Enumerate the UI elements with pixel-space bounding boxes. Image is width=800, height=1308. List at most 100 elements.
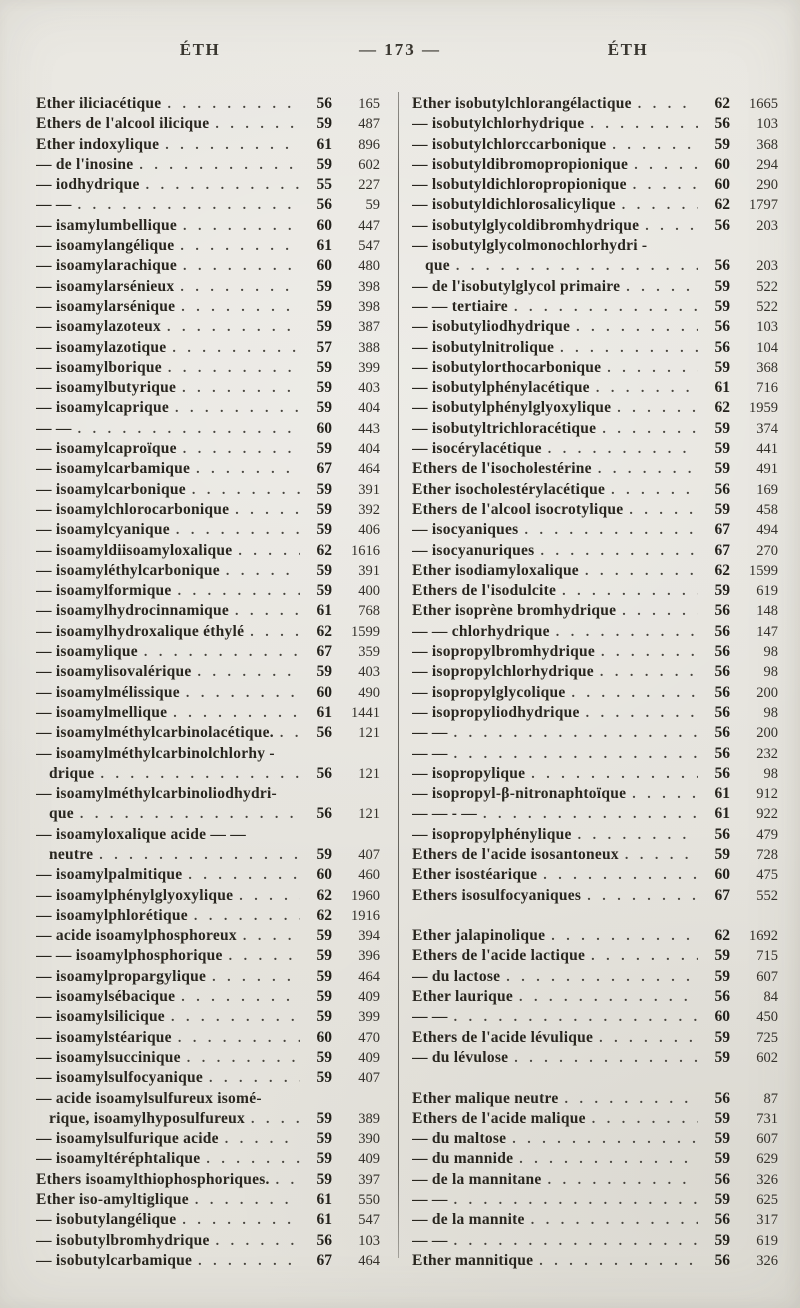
section-spacer xyxy=(412,1069,778,1089)
index-entry-row: — isoamylsilicique 59 399 xyxy=(36,1008,380,1028)
entry-volume-number: 59 xyxy=(714,1231,731,1249)
index-entry-row: Ether indoxylique 61 896 xyxy=(36,136,380,156)
entry-name: — isoamyldiisoamyloxalique xyxy=(36,541,233,559)
dot-leader xyxy=(566,686,698,702)
entry-volume-number: 59 xyxy=(316,1008,333,1026)
dot-leader xyxy=(626,787,698,803)
entry-name: — isobutylchlorhydrique xyxy=(412,115,585,133)
entry-volume-number: 59 xyxy=(316,561,333,579)
index-entry-row: Ethers de l'isodulcite 59 619 xyxy=(412,582,778,602)
entry-volume-number: 59 xyxy=(714,1048,731,1066)
entry-column-number: 479 xyxy=(756,826,778,843)
index-entry-row: — isoamylcarbamique 67 464 xyxy=(36,460,380,480)
index-entry-row: — isoamylstéarique 60 470 xyxy=(36,1029,380,1049)
entry-volume-number: 62 xyxy=(714,927,731,945)
entry-name: — lsobutyldichloropropionique xyxy=(412,176,627,194)
entry-name: — isoamylarachique xyxy=(36,257,177,275)
entry-name: — isocyanuriques xyxy=(412,541,535,559)
entry-name: Ethers de l'acide malique xyxy=(412,1109,586,1127)
entry-name: Ether iliciacétique xyxy=(36,95,162,112)
dot-leader xyxy=(623,503,698,519)
entry-volume-number: 56 xyxy=(714,318,731,336)
index-entry-row: — isoamylhydroxalique éthylé 62 1599 xyxy=(36,623,380,643)
entry-name: Ethers de l'alcool isocrotylique xyxy=(412,500,624,518)
entry-column-number: 464 xyxy=(358,968,380,985)
entry-name: — acide isoamylsulfureux isomé- xyxy=(36,1089,262,1107)
index-entry-row: Ethers de l'acide lévulique 59 725 xyxy=(412,1029,778,1049)
entry-volume-number: 59 xyxy=(714,440,731,458)
entry-volume-number: 56 xyxy=(714,703,731,721)
entry-volume-number: 56 xyxy=(714,683,731,701)
entry-column-number: 728 xyxy=(756,846,778,863)
entry-volume-number: 60 xyxy=(316,419,333,437)
entry-volume-number: 56 xyxy=(316,805,333,823)
entry-column-number: 404 xyxy=(358,441,380,458)
page-number: — 173 — xyxy=(359,40,441,59)
index-entry-row: — isoamylcyanique 59 406 xyxy=(36,521,380,541)
entry-name: — isoamylazotique xyxy=(36,338,167,356)
index-entry-row: — isoamylazotique 57 388 xyxy=(36,339,380,359)
entry-name: — isobutyltrichloracétique xyxy=(412,419,597,437)
index-entry-row: — isobutylchlorhydrique 56 103 xyxy=(412,115,778,135)
dot-leader xyxy=(203,1071,300,1087)
dot-leader xyxy=(500,970,698,986)
entry-volume-number: 59 xyxy=(316,297,333,315)
index-entry-row: — isopropylique 56 98 xyxy=(412,765,778,785)
dot-leader xyxy=(206,970,300,986)
dot-leader xyxy=(182,868,300,884)
entry-name: — isocérylacétique xyxy=(412,440,542,458)
entry-name: Ethers isosulfocyaniques xyxy=(412,886,582,904)
dot-leader xyxy=(518,523,698,539)
entry-name: — isopropylphénylique xyxy=(412,825,572,843)
entry-column-number: 290 xyxy=(756,177,778,194)
entry-name: — — chlorhydrique xyxy=(412,622,550,640)
entry-name: — isoamylisovalérique xyxy=(36,663,192,681)
index-entry-row: — isocyanuriques 67 270 xyxy=(412,542,778,562)
dot-leader xyxy=(237,929,300,945)
index-entry-row: — isoamylsuccinique 59 409 xyxy=(36,1049,380,1069)
entry-name: Ether isocholestérylacétique xyxy=(412,480,606,498)
entry-name: — isoamylstéarique xyxy=(36,1028,172,1046)
entry-column-number: 1599 xyxy=(749,562,778,579)
entry-volume-number: 61 xyxy=(316,1191,333,1209)
index-entry-row: — isopropylglycolique 56 200 xyxy=(412,684,778,704)
entry-volume-number: 59 xyxy=(714,297,731,315)
entry-name: — isoamylsébacique xyxy=(36,988,176,1006)
index-entry-row: — isoamylisovalérique 59 403 xyxy=(36,663,380,683)
dot-leader xyxy=(167,706,300,722)
index-entry-row: — isoamylsulfurique acide 59 390 xyxy=(36,1130,380,1150)
entry-volume-number: 59 xyxy=(316,845,333,863)
dot-leader xyxy=(220,564,300,580)
entry-name: — isoamylangélique xyxy=(36,237,175,255)
entry-volume-number: 56 xyxy=(714,1211,731,1229)
entry-volume-number: 59 xyxy=(714,1028,731,1046)
index-entry-row: — — 56 59 xyxy=(36,196,380,216)
entry-column-number: 359 xyxy=(358,644,380,661)
entry-column-number: 399 xyxy=(358,359,380,376)
entry-volume-number: 59 xyxy=(714,500,731,518)
index-entry-row: — isopropyl-β-nitronaphtoïque 61 912 xyxy=(412,785,778,805)
index-entry-row: — isoamylarsénique 59 398 xyxy=(36,298,380,318)
dot-leader xyxy=(175,990,300,1006)
entry-volume-number: 56 xyxy=(316,724,333,742)
entry-volume-number: 59 xyxy=(316,1069,333,1087)
dot-leader xyxy=(177,259,300,275)
entry-volume-number: 59 xyxy=(316,115,333,133)
entry-name: — isobutylcarbamique xyxy=(36,1251,193,1269)
index-entry-row: — isocérylacétique 59 441 xyxy=(412,440,778,460)
entry-name: — isoamylsilicique xyxy=(36,1008,165,1026)
entry-name: — isoamylsuccinique xyxy=(36,1048,181,1066)
index-entry-row: — de la mannitane 56 326 xyxy=(412,1171,778,1191)
entry-column-number: 98 xyxy=(763,644,779,661)
index-entry-row: Ether isodiamyloxalique 62 1599 xyxy=(412,562,778,582)
dot-leader xyxy=(161,320,300,336)
entry-volume-number: 59 xyxy=(316,521,333,539)
entry-name: — isoamyloxalique acide — — xyxy=(36,825,246,843)
index-entry-row: — isoamylpalmitique 60 460 xyxy=(36,866,380,886)
entry-volume-number: 56 xyxy=(714,643,731,661)
dot-leader xyxy=(450,259,698,275)
entry-column-number: 394 xyxy=(358,928,380,945)
entry-column-number: 912 xyxy=(756,786,778,803)
index-entry-row: — isoamylchlorocarbonique 59 392 xyxy=(36,501,380,521)
dot-leader xyxy=(579,564,698,580)
